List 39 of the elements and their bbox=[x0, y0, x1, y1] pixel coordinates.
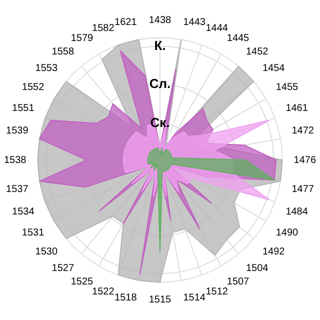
spoke-label: 1492 bbox=[262, 246, 286, 258]
spoke-label: 1582 bbox=[92, 23, 115, 34]
spoke-label: 1530 bbox=[35, 246, 58, 258]
spoke-label: 1461 bbox=[286, 103, 308, 114]
spoke-label: 1477 bbox=[292, 184, 314, 195]
y-tick-label: Ск. bbox=[150, 114, 170, 130]
spoke-label: 1472 bbox=[292, 126, 314, 137]
spoke-label: 1538 bbox=[4, 154, 27, 166]
spoke-label: 1522 bbox=[92, 286, 115, 298]
spoke-label: 1531 bbox=[22, 228, 45, 239]
spoke-label: 1553 bbox=[35, 62, 58, 74]
spoke-label: 1525 bbox=[70, 276, 94, 288]
spoke-label: 1518 bbox=[114, 292, 138, 304]
spoke-label: 1452 bbox=[246, 46, 269, 58]
spoke-label: 1579 bbox=[70, 32, 94, 44]
spoke-label: 1455 bbox=[276, 82, 299, 93]
spoke-label: 1551 bbox=[12, 103, 35, 114]
spoke-label: 1484 bbox=[286, 206, 308, 218]
spoke-label: 1537 bbox=[6, 184, 29, 195]
spoke-label: 1534 bbox=[12, 206, 35, 218]
spoke-label: 1507 bbox=[226, 276, 250, 288]
spoke-label: 1552 bbox=[22, 82, 45, 93]
spoke-label: 1558 bbox=[52, 46, 74, 58]
y-tick-label: К. bbox=[154, 38, 166, 53]
y-tick-label: Сл. bbox=[149, 76, 171, 91]
spoke-label: 1454 bbox=[262, 62, 286, 74]
spoke-label: 1438 bbox=[148, 14, 172, 26]
spoke-label: 1515 bbox=[148, 294, 172, 306]
spoke-label: 1444 bbox=[206, 23, 228, 34]
spoke-label: 1621 bbox=[114, 17, 138, 28]
spoke-label: 1539 bbox=[6, 126, 29, 137]
spoke-label: 1504 bbox=[246, 263, 269, 274]
spoke-label: 1512 bbox=[206, 286, 228, 298]
spoke-label: 1443 bbox=[183, 17, 206, 28]
spoke-label: 1490 bbox=[276, 228, 299, 239]
spoke-label: 1527 bbox=[52, 263, 74, 274]
spoke-label: 1445 bbox=[226, 32, 250, 44]
spoke-label: 1476 bbox=[294, 154, 316, 166]
spoke-label: 1514 bbox=[183, 292, 206, 304]
